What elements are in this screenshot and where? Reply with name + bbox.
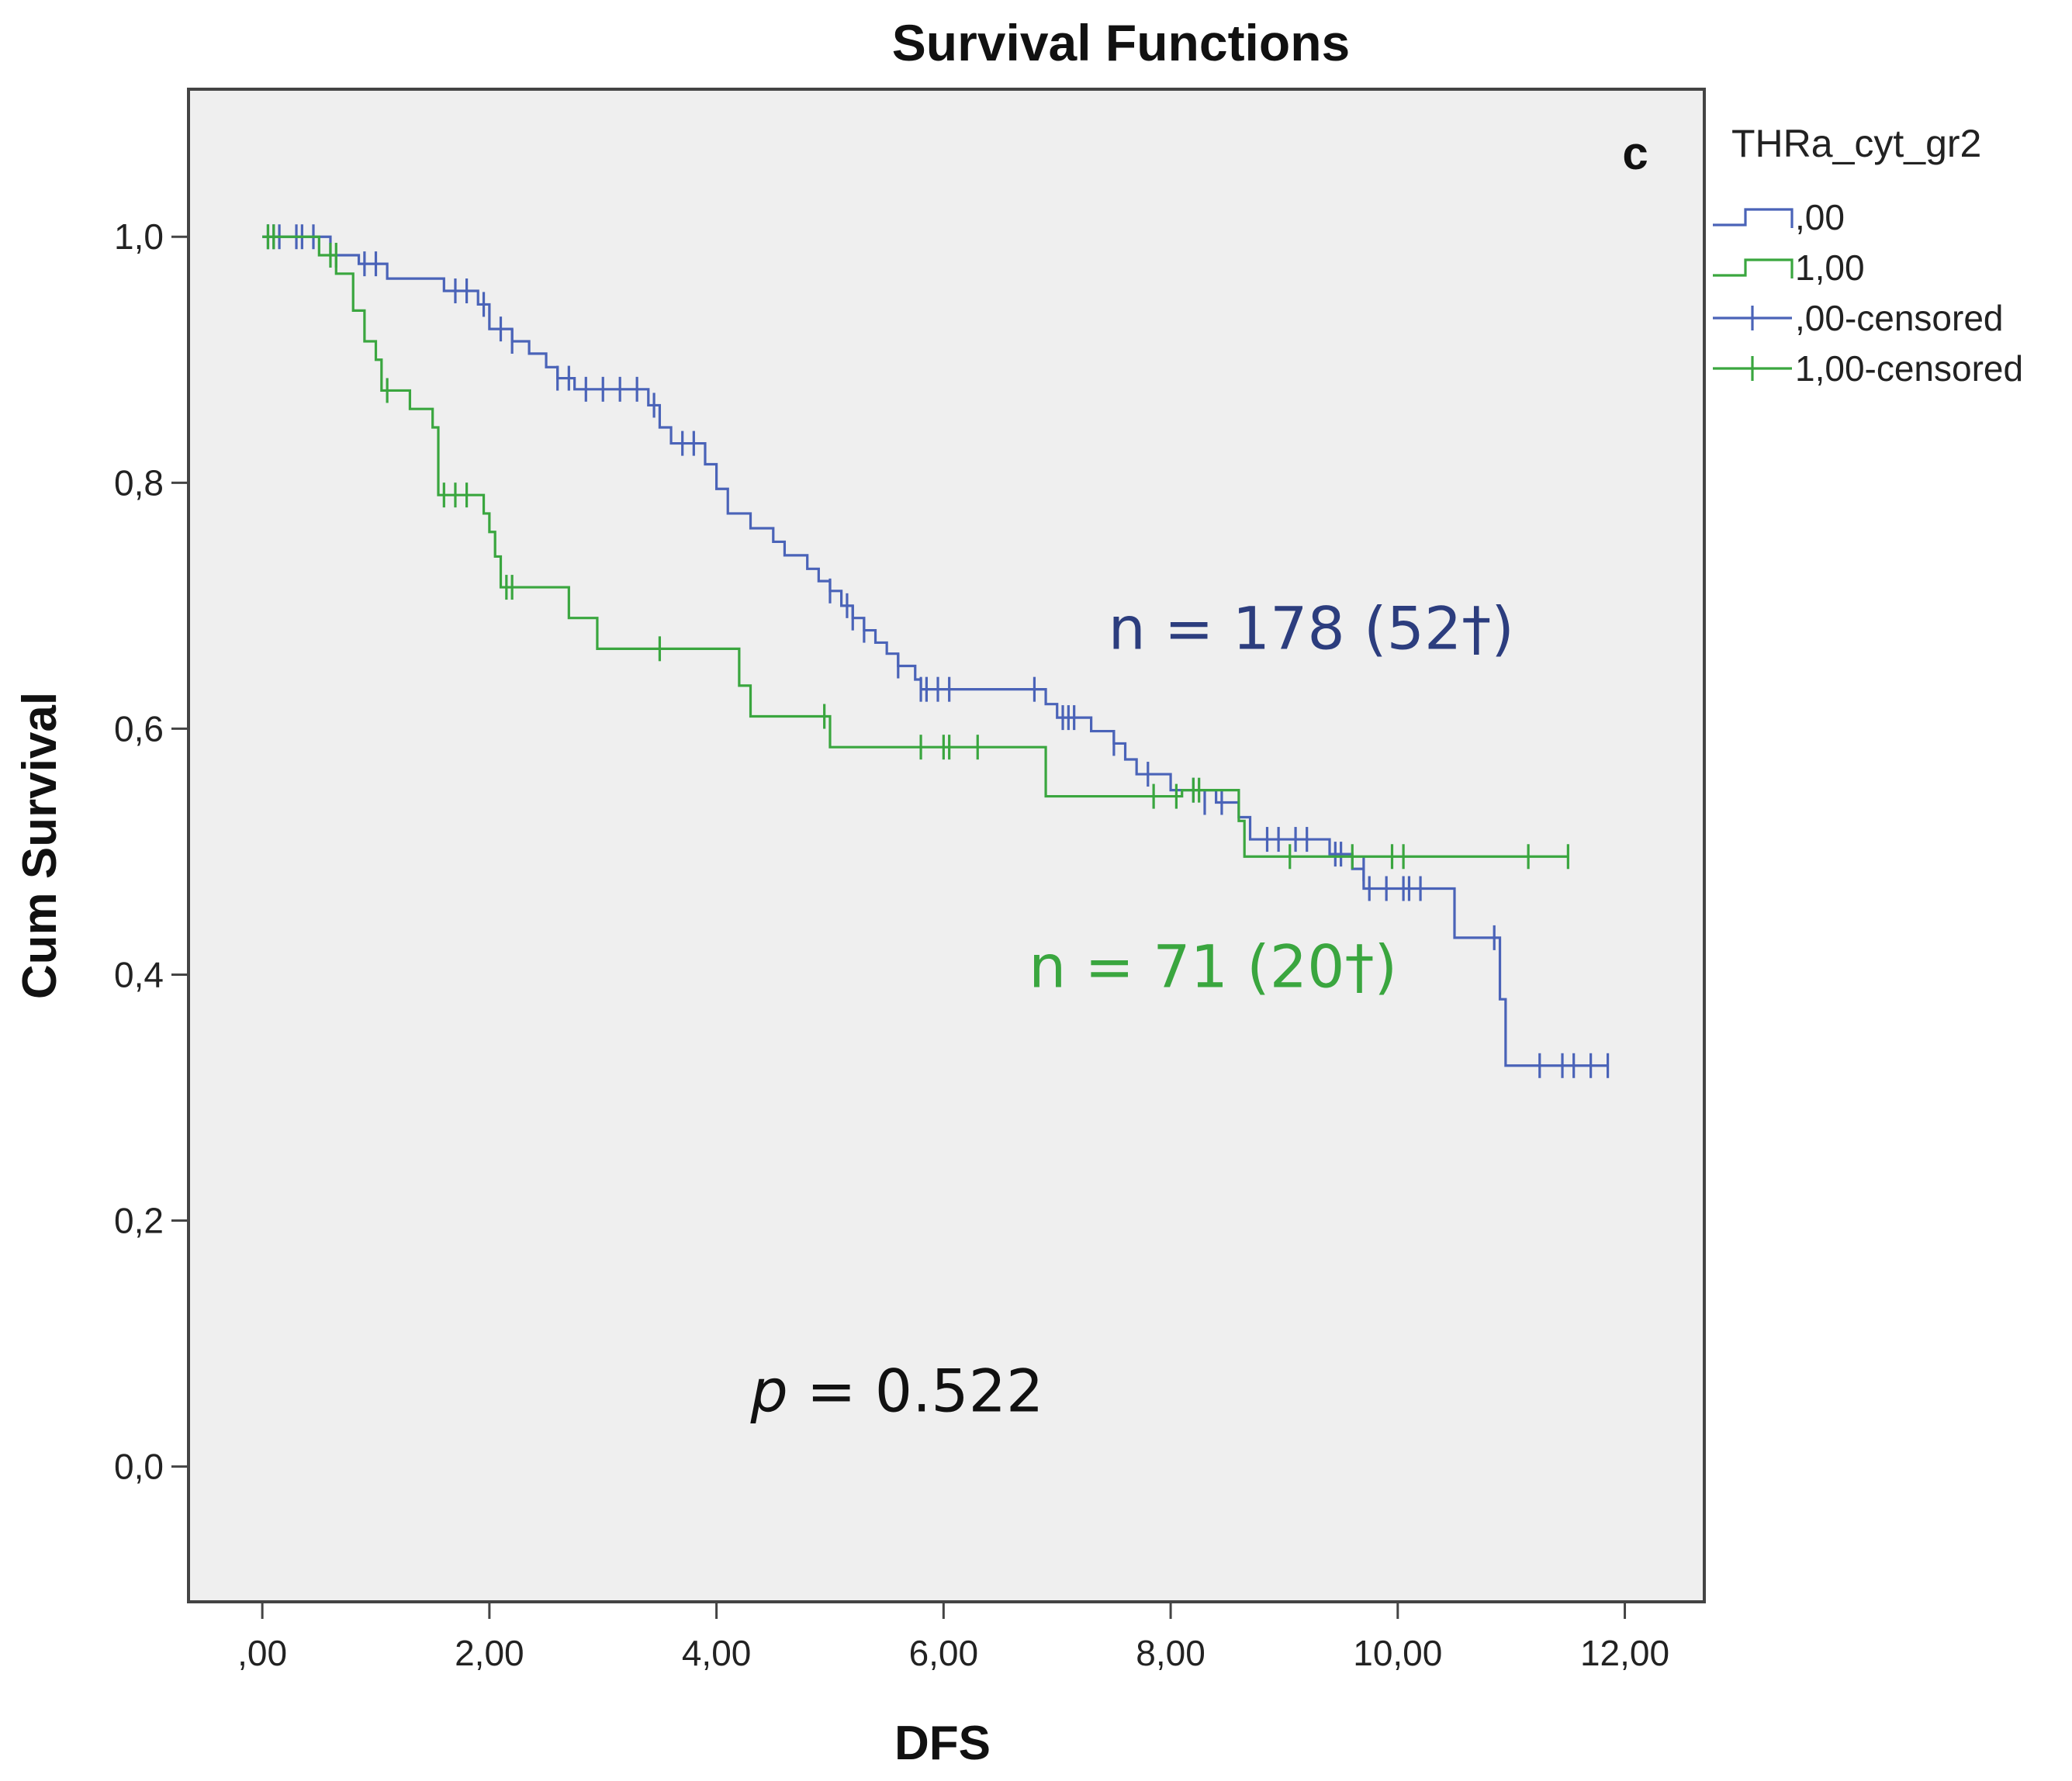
y-tick-label: 0,2 — [114, 1201, 164, 1241]
legend: THRa_cyt_gr2 ,00 1,00 ,00-censored 1,00-cen… — [1713, 122, 2023, 389]
survival-line-group-100 — [262, 235, 1569, 858]
legend-label: ,00 — [1795, 197, 1845, 237]
annotation-layer: n = 178 (52†) n = 71 (20†) p = 0.522 — [750, 593, 1514, 1425]
n-count-annotation: n = 178 (52†) — [1109, 593, 1514, 662]
legend-line-swatch — [1713, 258, 1794, 278]
legend-label: 1,00-censored — [1795, 348, 2023, 389]
y-axis-label: Cum Survival — [13, 692, 67, 999]
series-layer — [262, 224, 1610, 1078]
x-axis-label: DFS — [894, 1717, 991, 1770]
x-axis: ,00 2,00 4,00 6,00 8,00 10,00 12,00 — [237, 1602, 1669, 1673]
x-tick-label: 6,00 — [909, 1633, 979, 1673]
panel-letter: c — [1622, 127, 1648, 179]
y-tick-label: 0,8 — [114, 462, 164, 503]
legend-line-swatch — [1713, 208, 1794, 228]
series-group — [262, 224, 1569, 870]
legend-label: ,00-censored — [1795, 298, 2004, 338]
x-tick-label: 8,00 — [1136, 1633, 1205, 1673]
x-tick-label: 2,00 — [455, 1633, 524, 1673]
p-value-annotation: p = 0.522 — [750, 1356, 1044, 1425]
p-symbol: p — [750, 1356, 788, 1425]
legend-label: 1,00 — [1795, 247, 1865, 288]
y-tick-label: 0,4 — [114, 954, 164, 994]
legend-title: THRa_cyt_gr2 — [1731, 122, 1981, 165]
x-tick-label: 10,00 — [1353, 1633, 1442, 1673]
y-tick-label: 0,6 — [114, 708, 164, 749]
y-tick-label: 0,0 — [114, 1447, 164, 1487]
y-axis: 0,0 0,2 0,4 0,6 0,8 1,0 — [114, 216, 189, 1487]
chart-title: Survival Functions — [892, 14, 1350, 71]
p-value-text: = 0.522 — [788, 1356, 1044, 1425]
n-count-annotation: n = 71 (20†) — [1029, 932, 1397, 1001]
x-tick-label: 12,00 — [1580, 1633, 1669, 1673]
y-tick-label: 1,0 — [114, 216, 164, 257]
x-tick-label: ,00 — [237, 1633, 287, 1673]
x-tick-label: 4,00 — [682, 1633, 752, 1673]
plot-area — [187, 88, 1706, 1603]
